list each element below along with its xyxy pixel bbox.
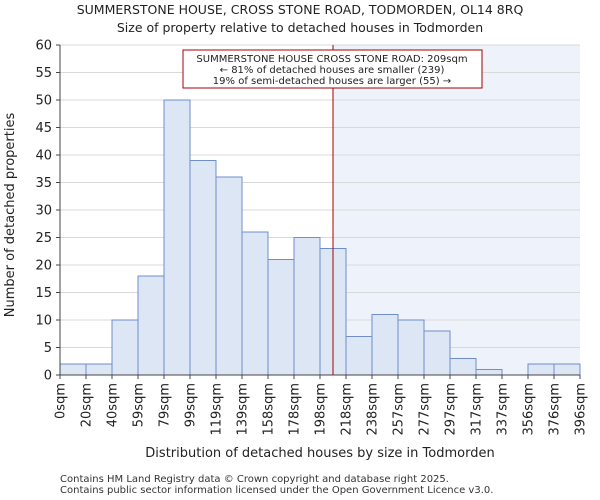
bar [475,369,503,376]
chart-title: SUMMERSTONE HOUSE, CROSS STONE ROAD, TOD… [76,2,524,17]
y-tick-label: 40 [35,149,52,164]
bar [449,358,477,376]
x-tick-label: 376sqm [548,383,563,436]
bar [293,237,321,376]
x-tick-label: 40sqm [106,383,121,427]
bar [345,336,373,376]
x-tick-label: 158sqm [262,383,277,436]
x-tick-label: 277sqm [418,383,433,436]
x-tick-label: 20sqm [80,383,95,427]
y-tick-label: 30 [35,204,52,219]
bar [111,319,139,376]
x-tick-label: 99sqm [184,383,199,427]
x-tick-label: 79sqm [158,383,173,427]
chart-subtitle: Size of property relative to detached ho… [116,20,484,35]
y-tick-label: 55 [35,66,52,81]
annotation-line-2: ← 81% of detached houses are smaller (23… [220,65,445,76]
x-tick-label: 337sqm [496,383,511,436]
x-tick-label: 218sqm [340,383,355,436]
y-tick-label: 60 [35,39,52,54]
x-tick-label: 119sqm [210,383,225,436]
bar [423,330,451,376]
bar [527,363,555,376]
y-axis-title: Number of detached properties [3,113,18,318]
bar [215,176,243,376]
x-tick-label: 59sqm [132,383,147,427]
x-tick-label: 139sqm [236,383,251,436]
bar [371,314,399,376]
bar [189,160,217,376]
bar [397,319,425,376]
bar [267,259,295,376]
bar [553,363,581,376]
annotation-line-1: SUMMERSTONE HOUSE CROSS STONE ROAD: 209s… [196,54,467,65]
x-tick-label: 317sqm [470,383,485,436]
y-tick-label: 50 [35,94,52,109]
y-tick-label: 20 [35,259,52,274]
y-tick-label: 5 [44,341,52,356]
x-tick-label: 0sqm [54,383,69,419]
x-tick-label: 396sqm [574,383,589,436]
bar [59,363,87,376]
footer-licence: Contains public sector information licen… [60,485,494,496]
footer-copyright: Contains HM Land Registry data © Crown c… [60,474,449,485]
x-tick-label: 356sqm [522,383,537,436]
x-tick-label: 297sqm [444,383,459,436]
x-tick-label: 198sqm [314,383,329,436]
y-tick-label: 25 [35,231,52,246]
bar [163,99,191,376]
bar [85,363,113,376]
bar [241,231,269,376]
bar [137,275,165,376]
x-tick-label: 178sqm [288,383,303,436]
y-tick-label: 0 [44,369,52,384]
y-tick-label: 45 [35,121,52,136]
annotation-box [182,49,483,89]
y-tick-label: 35 [35,176,52,191]
y-tick-label: 15 [35,286,52,301]
annotation-line-3: 19% of semi-detached houses are larger (… [213,76,451,87]
x-tick-label: 257sqm [392,383,407,436]
y-tick-label: 10 [35,314,52,329]
x-axis-title: Distribution of detached houses by size … [145,446,494,461]
x-tick-label: 238sqm [366,383,381,436]
